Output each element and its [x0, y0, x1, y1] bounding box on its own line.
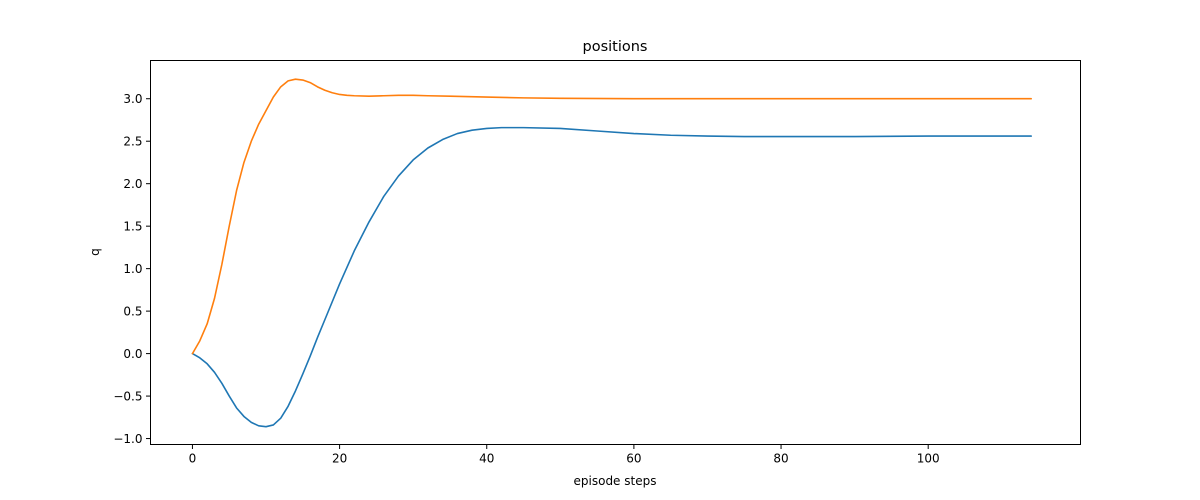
- x-axis: 0 20 40 60 80 100: [189, 444, 940, 466]
- x-tick-label: 80: [773, 452, 788, 466]
- y-axis-label: q: [88, 248, 102, 256]
- x-tick-label: 40: [479, 452, 494, 466]
- plot-area: [191, 78, 1032, 428]
- x-tick-label: 0: [189, 452, 197, 466]
- y-tick-label: −0.5: [113, 389, 142, 403]
- y-tick-label: 2.0: [123, 177, 142, 191]
- axes-frame: [150, 60, 1081, 445]
- y-tick-label: 2.5: [123, 135, 142, 149]
- y-tick-label: 0.5: [123, 304, 142, 318]
- series-line-2: [191, 78, 1032, 355]
- y-axis: −1.0 −0.5 0.0 0.5 1.0 1.5 2.0 2.5 3.0: [113, 92, 151, 446]
- y-tick-label: −1.0: [113, 432, 142, 446]
- x-tick-label: 100: [917, 452, 940, 466]
- x-axis-label: episode steps: [574, 474, 657, 488]
- series-line-1: [191, 126, 1032, 428]
- x-tick-label: 20: [332, 452, 347, 466]
- chart-title: positions: [583, 39, 648, 55]
- y-tick-label: 0.0: [123, 347, 142, 361]
- y-tick-label: 1.5: [123, 219, 142, 233]
- x-tick-label: 60: [626, 452, 641, 466]
- y-tick-label: 3.0: [123, 92, 142, 106]
- y-tick-label: 1.0: [123, 262, 142, 276]
